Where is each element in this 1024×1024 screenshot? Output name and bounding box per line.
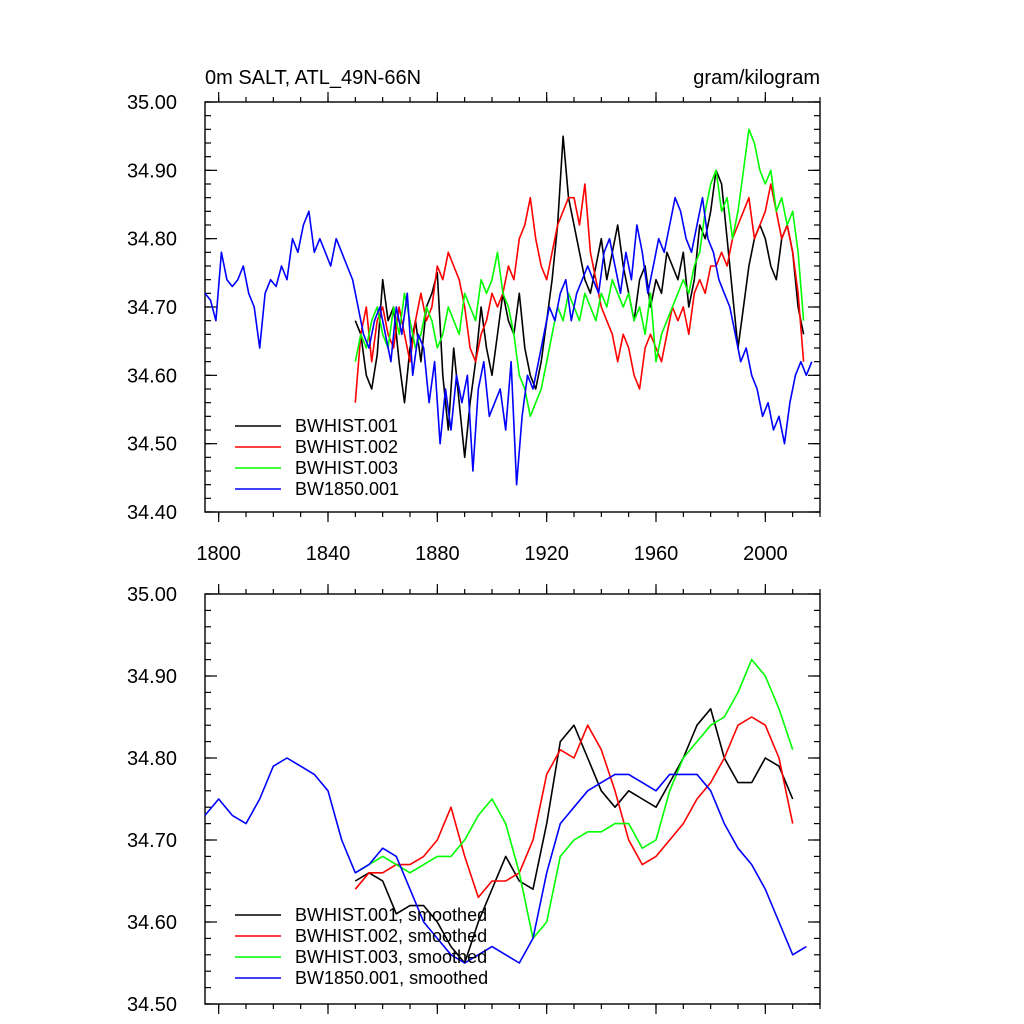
- top-y-axis-labels: 34.40 34.50 34.60 34.70 34.80 34.90 35.00: [127, 92, 177, 524]
- bottom-panel: 34.50 34.60 34.70 34.80 34.90 35.00 BWHIST.00…: [127, 584, 821, 1016]
- y-tick-label: 34.80: [127, 229, 177, 251]
- x-tick-label: 1800: [196, 543, 241, 565]
- series-line-bw1850-001-smoothed: [204, 757, 807, 964]
- x-tick-label: 2000: [743, 543, 788, 565]
- series-line-bwhist-003: [354, 128, 805, 418]
- top-ticks: [205, 92, 821, 522]
- x-tick-label: 1960: [634, 543, 679, 565]
- top-title-left: 0m SALT, ATL_49N-66N: [205, 67, 421, 89]
- top-panel: 0m SALT, ATL_49N-66N gram/kilogram 34.40…: [127, 67, 821, 565]
- bottom-plot-frame: [204, 593, 821, 1005]
- bottom-ticks: [205, 584, 821, 1014]
- y-tick-label: 34.80: [127, 748, 177, 770]
- series-line-bwhist-001: [354, 135, 805, 459]
- legend-label: BW1850.001, smoothed: [295, 968, 488, 988]
- y-tick-label: 35.00: [127, 92, 177, 114]
- y-tick-label: 35.00: [127, 584, 177, 606]
- legend-label: BWHIST.001: [295, 416, 398, 436]
- series-line-bw1850-001: [204, 196, 813, 486]
- x-tick-label: 1840: [306, 543, 351, 565]
- y-tick-label: 34.40: [127, 502, 177, 524]
- x-tick-label: 1880: [415, 543, 460, 565]
- top-title-units: gram/kilogram: [693, 67, 820, 89]
- legend-label: BWHIST.003, smoothed: [295, 947, 487, 967]
- bottom-series-lines: [204, 658, 807, 964]
- series-line-bwhist-001-smoothed: [354, 707, 794, 964]
- y-tick-label: 34.50: [127, 434, 177, 456]
- series-line-bwhist-002-smoothed: [354, 716, 794, 899]
- y-tick-label: 34.60: [127, 365, 177, 387]
- y-tick-label: 34.70: [127, 830, 177, 852]
- y-tick-label: 34.90: [127, 666, 177, 688]
- legend-label: BWHIST.002, smoothed: [295, 926, 487, 946]
- y-tick-label: 34.50: [127, 994, 177, 1016]
- legend-label: BWHIST.001, smoothed: [295, 905, 487, 925]
- series-line-bwhist-003-smoothed: [354, 658, 794, 940]
- y-tick-label: 34.60: [127, 912, 177, 934]
- top-series-lines: [204, 128, 813, 486]
- legend-label: BWHIST.003: [295, 458, 398, 478]
- x-tick-label: 1920: [524, 543, 569, 565]
- y-tick-label: 34.90: [127, 160, 177, 182]
- y-tick-label: 34.70: [127, 297, 177, 319]
- bottom-y-axis-labels: 34.50 34.60 34.70 34.80 34.90 35.00: [127, 584, 177, 1016]
- series-line-bwhist-002: [354, 183, 805, 403]
- legend-label: BW1850.001: [295, 479, 399, 499]
- top-x-axis-labels: 1800 1840 1880 1920 1960 2000: [196, 543, 787, 565]
- legend-label: BWHIST.002: [295, 437, 398, 457]
